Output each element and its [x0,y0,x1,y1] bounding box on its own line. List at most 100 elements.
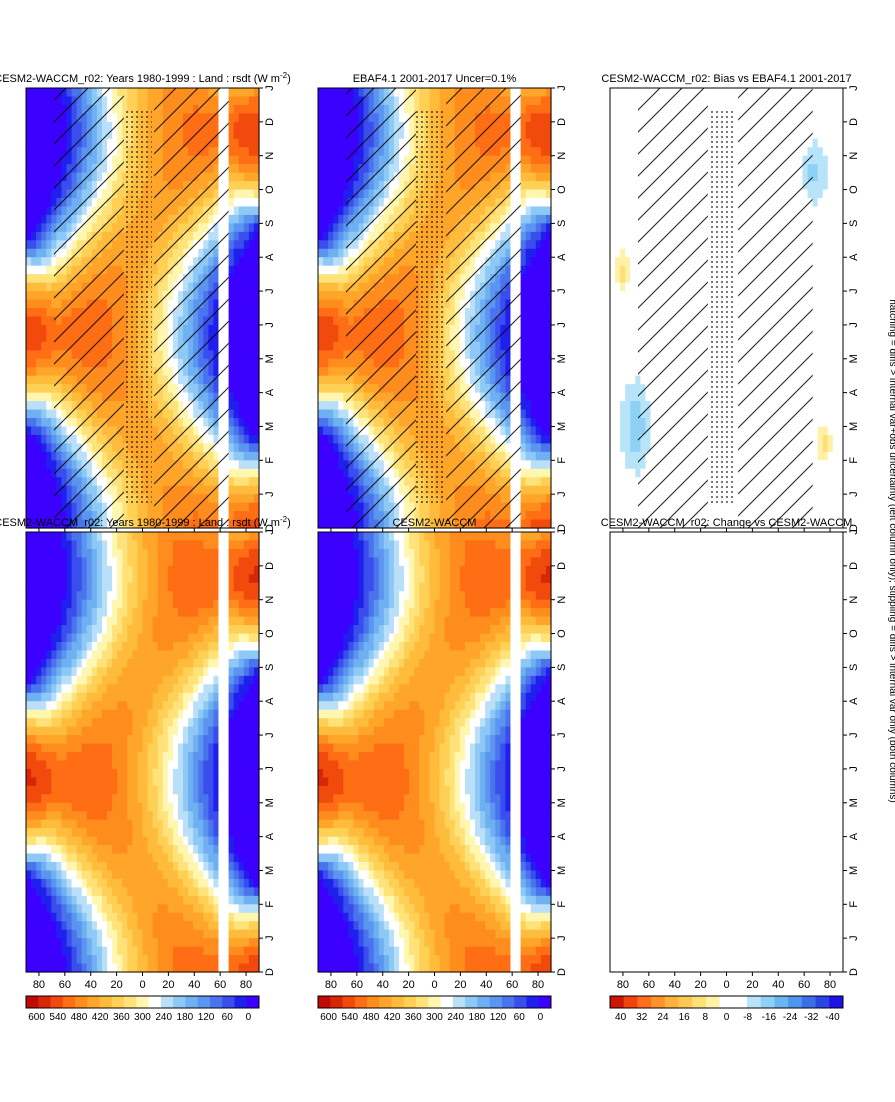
heat-cell [41,96,47,106]
heat-cell [31,904,37,914]
heat-cell [96,532,103,542]
heat-cell [188,955,194,965]
colorbar-label: 120 [198,1012,215,1023]
heat-cell [132,625,139,635]
heat-cell [203,532,209,542]
heat-cell [61,743,68,753]
heat-cell [137,777,144,787]
heat-cell [233,223,240,233]
heat-cell [51,574,57,584]
heat-cell [152,591,159,601]
heat-cell [36,955,42,965]
heat-cell [198,836,204,846]
heat-cell [117,870,123,880]
heat-cell [26,198,32,208]
heat-cell [193,532,199,542]
heat-cell [91,616,98,626]
heat-cell [91,785,98,795]
heat-cell [46,324,52,334]
heat-cell [177,811,184,821]
heat-cell [36,274,42,284]
heat-cell [152,828,159,838]
heat-cell [228,502,235,512]
heat-cell [243,599,250,609]
heat-cell [248,121,255,131]
heat-cell [167,862,174,872]
heat-cell [198,557,204,567]
heat-cell [91,642,98,652]
heat-cell [132,912,139,922]
heat-cell [142,735,149,745]
heat-cell [26,434,32,444]
heat-cell [41,460,47,470]
heat-cell [243,519,250,529]
heat-cell [117,921,123,931]
heat-cell [142,895,149,905]
heat-cell [36,468,42,478]
heat-cell [172,591,179,601]
heat-cell [81,777,88,787]
heat-cell [228,929,235,939]
heat-cell [41,591,47,601]
heat-cell [46,214,52,224]
heat-cell [36,963,42,973]
heat-cell [167,650,174,660]
heat-cell [253,130,260,140]
heat-cell [248,777,255,787]
heat-cell [243,223,250,233]
heat-cell [122,828,128,838]
heat-cell [198,912,204,922]
heat-cell [101,692,108,702]
heat-cell [107,853,113,863]
heat-cell [243,265,250,275]
heat-cell [51,878,57,888]
heat-cell [253,853,260,863]
heat-cell [162,845,169,855]
heat-cell [127,735,133,745]
heat-cell [193,870,199,880]
heat-cell [127,667,133,677]
heat-cell [253,819,260,829]
heat-cell [31,460,37,470]
heat-cell [208,853,215,863]
heat-cell [56,709,63,719]
heat-cell [318,316,324,326]
heat-cell [152,895,159,905]
heat-cell [248,870,255,880]
heat-cell [233,642,240,652]
heat-cell [117,548,123,558]
heat-cell [132,887,139,897]
heat-cell [112,667,118,677]
heat-cell [112,709,118,719]
heat-cell [147,502,154,512]
heat-cell [31,248,37,258]
heat-cell [112,684,118,694]
heat-cell [253,608,260,618]
heat-cell [127,709,133,719]
heat-cell [183,574,189,584]
heat-cell [137,709,144,719]
heat-cell [243,642,250,652]
heat-cell [61,845,68,855]
heat-cell [51,794,57,804]
heat-cell [228,616,235,626]
heat-cell [117,895,123,905]
heat-cell [223,768,230,778]
heat-cell [81,938,88,948]
heat-cell [233,392,240,402]
heat-cell [107,726,113,736]
heat-cell [183,701,189,711]
heat-cell [61,667,68,677]
heat-cell [101,743,108,753]
heat-cell [223,633,230,643]
heat-cell [238,443,245,453]
heat-cell [162,760,169,770]
heat-cell [91,633,98,643]
heat-cell [41,853,47,863]
heat-cell [112,811,118,821]
heat-cell [107,743,113,753]
heat-cell [41,760,47,770]
heat-cell [36,121,42,131]
heat-cell [167,938,174,948]
heat-cell [76,760,83,770]
